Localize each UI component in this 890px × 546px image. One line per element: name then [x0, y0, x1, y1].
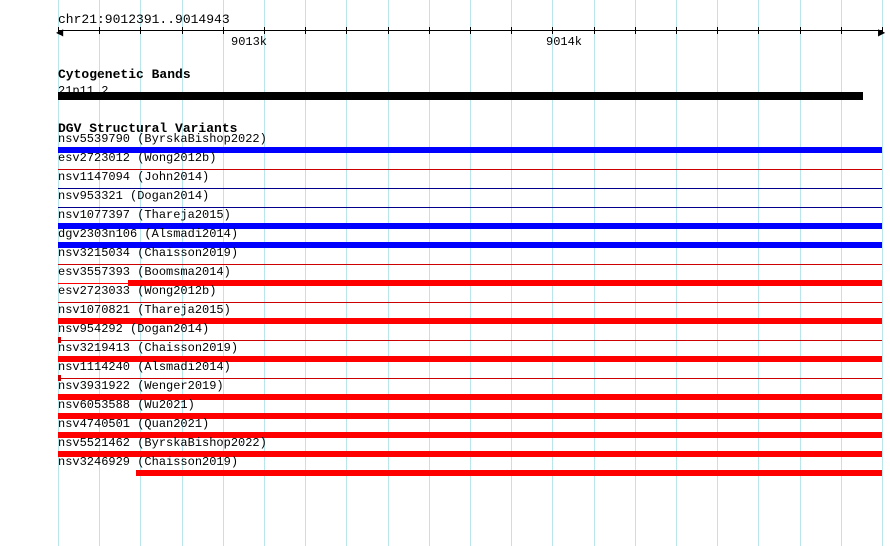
ruler-tick [58, 27, 59, 34]
ruler-tick [758, 27, 759, 34]
variant-track-row[interactable]: esv2723012 (Wong2012b) [58, 152, 882, 171]
ruler-tick [99, 27, 100, 34]
ruler-tick [511, 27, 512, 34]
variant-track-row[interactable]: nsv953321 (Dogan2014) [58, 190, 882, 209]
variant-bar-thick-offset[interactable] [136, 470, 882, 476]
variant-track-row[interactable]: nsv3219413 (Chaisson2019) [58, 342, 882, 361]
tick-label-9013k: 9013k [231, 35, 267, 49]
variant-track-row[interactable]: nsv1070821 (Thareja2015) [58, 304, 882, 323]
ruler-tick [635, 27, 636, 34]
ruler-tick [182, 27, 183, 34]
variant-label: nsv3931922 (Wenger2019) [58, 379, 224, 393]
gridline [882, 0, 883, 546]
ruler-tick [841, 27, 842, 34]
ruler-tick [470, 27, 471, 34]
tick-label-9014k: 9014k [546, 35, 582, 49]
ruler-tick [223, 27, 224, 34]
ruler-tick [429, 27, 430, 34]
ruler-tick [717, 27, 718, 34]
variant-label: nsv1077397 (Thareja2015) [58, 208, 231, 222]
variant-track-row[interactable]: esv3557393 (Boomsma2014) [58, 266, 882, 285]
cytogenetic-bands-title: Cytogenetic Bands [58, 67, 191, 82]
variant-label: nsv1114240 (Alsmadi2014) [58, 360, 231, 374]
ruler-tick [264, 27, 265, 34]
ruler-tick [882, 27, 883, 34]
ruler-tick [676, 27, 677, 34]
variant-label: nsv3246929 (Chaisson2019) [58, 455, 238, 469]
ruler-tick [305, 27, 306, 34]
variant-label: esv2723033 (Wong2012b) [58, 284, 216, 298]
variant-label: nsv5539790 (ByrskaBishop2022) [58, 132, 267, 146]
variant-track-row[interactable]: nsv3215034 (Chaisson2019) [58, 247, 882, 266]
variant-label: nsv1070821 (Thareja2015) [58, 303, 231, 317]
ruler-tick [346, 27, 347, 34]
cytogenetic-band-bar[interactable] [58, 92, 863, 100]
variant-label: nsv1147094 (John2014) [58, 170, 209, 184]
variant-track-row[interactable]: nsv6053588 (Wu2021) [58, 399, 882, 418]
variant-label: nsv5521462 (ByrskaBishop2022) [58, 436, 267, 450]
ruler-tick [140, 27, 141, 34]
variant-track-row[interactable]: nsv1114240 (Alsmadi2014) [58, 361, 882, 380]
ruler-tick [388, 27, 389, 34]
ruler-tick [800, 27, 801, 34]
variant-label: nsv953321 (Dogan2014) [58, 189, 209, 203]
variant-label: nsv6053588 (Wu2021) [58, 398, 195, 412]
ruler-tick [594, 27, 595, 34]
variant-track-row[interactable]: nsv1147094 (John2014) [58, 171, 882, 190]
variant-track-row[interactable]: nsv3931922 (Wenger2019) [58, 380, 882, 399]
variant-track-row[interactable]: nsv4740501 (Quan2021) [58, 418, 882, 437]
variant-label: esv3557393 (Boomsma2014) [58, 265, 231, 279]
variant-track-row[interactable]: nsv3246929 (Chaisson2019) [58, 456, 882, 475]
variant-track-row[interactable]: nsv1077397 (Thareja2015) [58, 209, 882, 228]
variant-track-row[interactable]: nsv954292 (Dogan2014) [58, 323, 882, 342]
locus-label: chr21:9012391..9014943 [58, 12, 230, 27]
variant-label: nsv4740501 (Quan2021) [58, 417, 209, 431]
variant-label: nsv954292 (Dogan2014) [58, 322, 209, 336]
variant-label: dgv2303n106 (Alsmadi2014) [58, 227, 238, 241]
variant-track-row[interactable]: esv2723033 (Wong2012b) [58, 285, 882, 304]
variant-label: esv2723012 (Wong2012b) [58, 151, 216, 165]
variant-track-row[interactable]: nsv5539790 (ByrskaBishop2022) [58, 133, 882, 152]
variant-label: nsv3219413 (Chaisson2019) [58, 341, 238, 355]
variant-label: nsv3215034 (Chaisson2019) [58, 246, 238, 260]
variant-track-row[interactable]: dgv2303n106 (Alsmadi2014) [58, 228, 882, 247]
variant-track-row[interactable]: nsv5521462 (ByrskaBishop2022) [58, 437, 882, 456]
ruler-tick [552, 27, 553, 34]
